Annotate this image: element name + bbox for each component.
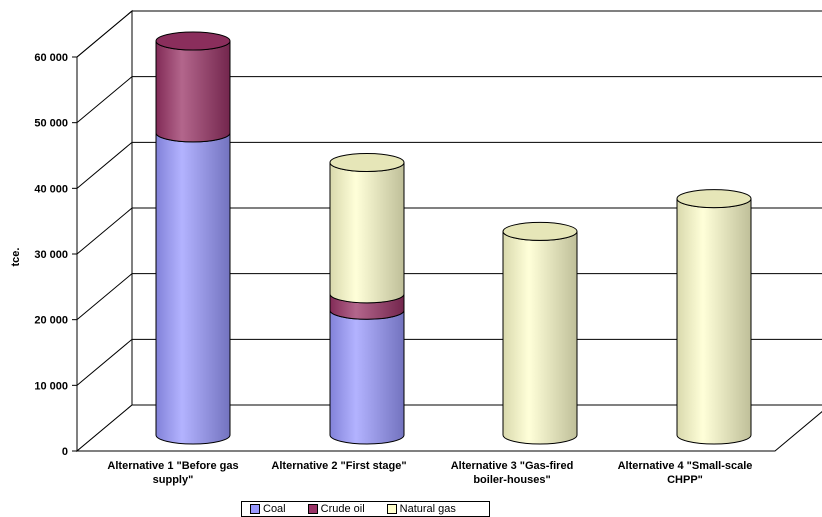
y-tick-label: 40 000 — [34, 183, 68, 195]
bar-segment-coal — [329, 310, 405, 445]
gridline — [76, 338, 822, 386]
legend-label: Natural gas — [399, 503, 456, 515]
gridline — [76, 141, 822, 189]
floor — [75, 404, 822, 452]
bars — [155, 31, 752, 445]
y-tick-label: 20 000 — [34, 315, 68, 327]
legend: Coal Crude oil Natural gas — [241, 501, 490, 517]
x-axis-label: boiler-houses" — [473, 474, 550, 486]
y-axis-ticks: 0 10 000 20 000 30 000 40 000 50 000 60 000 — [34, 52, 77, 458]
y-tick-label: 0 — [62, 446, 68, 458]
gridline — [76, 76, 822, 124]
x-axis-label: supply" — [153, 474, 194, 486]
bar-group — [502, 221, 578, 445]
bar-top — [329, 152, 405, 172]
legend-item: Natural gas — [386, 503, 456, 515]
y-tick-label: 60 000 — [34, 52, 68, 64]
x-axis-label: Alternative 2 "First stage" — [271, 460, 406, 472]
bar-top — [502, 221, 578, 241]
bar-segment-crude-oil — [155, 40, 231, 143]
x-axis-label: CHPP" — [667, 474, 703, 486]
bar-group — [676, 189, 752, 445]
bar-segment-coal — [155, 132, 231, 445]
legend-item: Crude oil — [307, 503, 365, 515]
bar-segment-natural-gas — [329, 162, 405, 304]
gridlines — [76, 10, 822, 386]
y-axis-title: tce. — [10, 248, 22, 267]
gridline — [76, 10, 822, 58]
bar-group — [155, 31, 231, 445]
bar-segment-natural-gas — [676, 198, 752, 445]
x-axis-labels: Alternative 1 "Before gas supply" Alternat… — [107, 460, 752, 486]
y-tick-label: 30 000 — [34, 249, 68, 261]
bar-top — [155, 31, 231, 51]
legend-label: Crude oil — [320, 503, 365, 515]
x-axis-label: Alternative 1 "Before gas — [107, 460, 238, 472]
bar-group — [329, 152, 405, 445]
y-tick-label: 10 000 — [34, 380, 68, 392]
bar-segment-natural-gas — [502, 231, 578, 445]
gridline — [76, 207, 822, 255]
bar-top — [676, 189, 752, 209]
legend-swatch — [386, 504, 397, 514]
legend-label: Coal — [263, 503, 286, 515]
legend-swatch — [307, 504, 318, 514]
x-axis-label: Alternative 3 "Gas-fired — [451, 460, 574, 472]
y-tick-label: 50 000 — [34, 118, 68, 130]
gridline — [76, 273, 822, 321]
legend-swatch — [250, 504, 260, 514]
legend-item: Coal — [250, 503, 286, 515]
x-axis-label: Alternative 4 "Small-scale — [618, 460, 753, 472]
